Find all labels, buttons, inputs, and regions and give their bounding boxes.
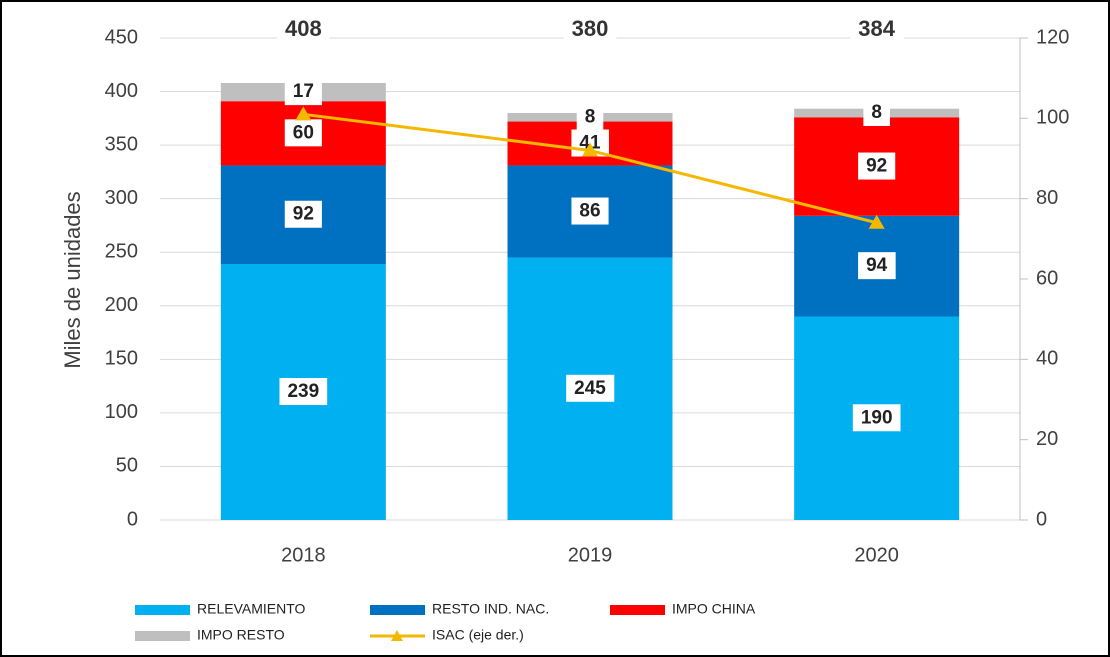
data-label-box: [571, 197, 609, 225]
y-tick-label: 0: [127, 508, 138, 530]
line-marker: [295, 106, 312, 121]
data-label-box: [858, 152, 896, 180]
data-label-box: [566, 374, 615, 402]
y-tick-label: 300: [105, 187, 138, 209]
y-tick-label: 350: [105, 133, 138, 155]
y2-tick-label: 60: [1036, 267, 1058, 289]
y2-tick-label: 120: [1036, 26, 1069, 48]
legend-label: ISAC (eje der.): [432, 627, 524, 643]
total-label-box: [850, 12, 904, 44]
data-label-box: [284, 119, 322, 147]
y-tick-label: 100: [105, 401, 138, 423]
legend-swatch: [610, 605, 665, 615]
total-label-box: [563, 12, 617, 44]
data-label-box: [284, 78, 322, 106]
data-label: 8: [871, 102, 882, 123]
y2-tick-label: 100: [1036, 107, 1069, 129]
data-label: 245: [574, 378, 606, 399]
x-tick-label: 2020: [854, 544, 899, 566]
data-label: 86: [579, 201, 600, 222]
data-label: 17: [293, 81, 314, 102]
line-marker: [582, 142, 598, 157]
data-label: 92: [293, 204, 314, 225]
legend-label: IMPO CHINA: [672, 601, 756, 617]
y2-tick-label: 80: [1036, 187, 1058, 209]
legend-label: IMPO RESTO: [197, 627, 285, 643]
data-label: 8: [585, 106, 596, 127]
y-axis-label: Miles de unidades: [60, 191, 85, 368]
y-tick-label: 400: [105, 80, 138, 102]
legend-marker: [391, 630, 403, 641]
data-label-box: [576, 103, 604, 131]
y2-tick-label: 40: [1036, 348, 1058, 370]
data-label-box: [858, 252, 896, 280]
data-label-box: [284, 200, 322, 228]
total-label: 408: [285, 16, 322, 41]
data-label: 60: [293, 122, 314, 143]
y-tick-label: 250: [105, 241, 138, 263]
data-label: 239: [287, 381, 319, 402]
line-marker: [868, 214, 885, 229]
y-tick-label: 150: [105, 348, 138, 370]
data-label: 94: [866, 255, 888, 276]
y-tick-label: 200: [105, 294, 138, 316]
legend-label: RELEVAMIENTO: [197, 601, 306, 617]
data-label: 92: [866, 156, 887, 177]
y2-tick-label: 20: [1036, 428, 1058, 450]
data-label-box: [863, 98, 890, 126]
total-label-box: [276, 12, 330, 44]
legend-swatch: [135, 631, 190, 641]
x-tick-label: 2018: [281, 544, 326, 566]
legend-label: RESTO IND. NAC.: [432, 601, 549, 617]
data-label: 190: [861, 407, 893, 428]
x-tick-label: 2019: [568, 544, 613, 566]
y2-tick-label: 0: [1036, 508, 1047, 530]
y-tick-label: 450: [105, 26, 138, 48]
data-label-box: [279, 378, 328, 406]
legend-swatch: [135, 605, 190, 615]
y-tick-label: 50: [116, 455, 138, 477]
total-label: 380: [572, 16, 609, 41]
legend-swatch: [370, 605, 425, 615]
total-label: 384: [858, 16, 895, 41]
data-label-box: [852, 404, 901, 432]
